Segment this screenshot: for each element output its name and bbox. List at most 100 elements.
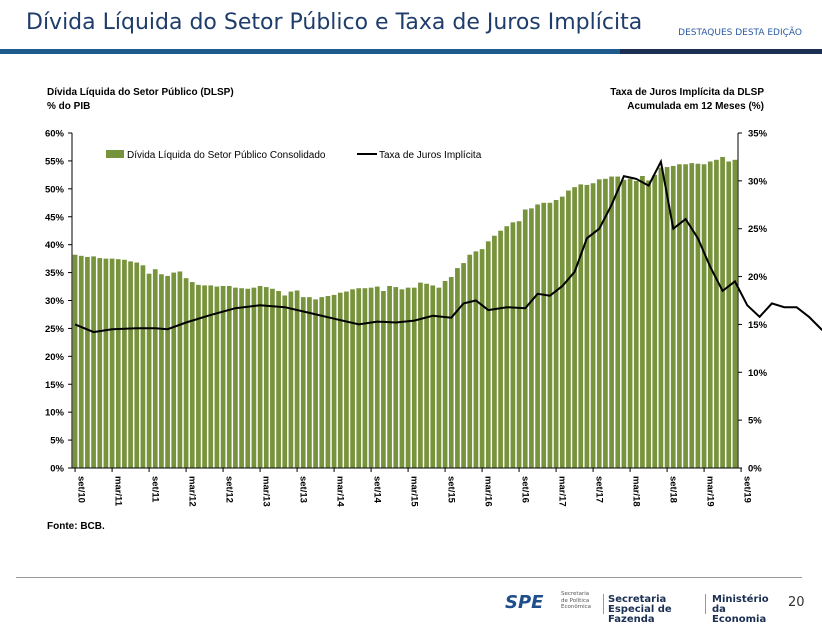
debt-bar: [547, 202, 553, 468]
footer-divider: [705, 594, 706, 614]
source-note: Fonte: BCB.: [47, 521, 105, 532]
header-rule-accent: [620, 49, 822, 54]
debt-bar: [208, 285, 214, 468]
y-right-tick-label: 5%: [748, 416, 762, 427]
debt-bar: [202, 285, 207, 468]
page-title: Dívida Líquida do Setor Público e Taxa d…: [26, 10, 643, 35]
debt-bar: [677, 164, 682, 468]
y-right-tick-label: 0%: [748, 464, 762, 475]
right-axis-title-line2: Acumulada em 12 Meses (%): [627, 101, 764, 112]
debt-bar: [381, 291, 386, 468]
debt-bar: [128, 261, 133, 468]
x-tick-label: set/10: [76, 476, 87, 503]
debt-bar: [146, 273, 152, 468]
debt-bar: [529, 208, 534, 468]
debt-bar: [134, 262, 140, 468]
x-tick-label: set/14: [372, 476, 383, 504]
debt-bar: [621, 179, 627, 468]
debt-bar: [732, 159, 738, 469]
legend-bar-swatch: [106, 150, 124, 158]
debt-bar: [405, 287, 411, 468]
debt-bar: [72, 254, 78, 468]
ministerio-label: Ministério da Economia: [712, 594, 769, 625]
page-number: 20: [788, 595, 805, 610]
debt-bar: [122, 259, 127, 468]
debt-bar: [430, 285, 436, 468]
x-tick-label: mar/19: [705, 476, 716, 507]
debt-bar: [596, 179, 602, 468]
debt-bar: [214, 286, 220, 468]
debt-bar: [78, 255, 84, 468]
y-right-tick-label: 30%: [748, 176, 768, 187]
debt-bar: [726, 161, 732, 468]
debt-bar: [689, 163, 695, 468]
footer-divider: [603, 594, 604, 614]
y-left-tick-label: 20%: [45, 352, 65, 363]
interest-rate-line: [74, 158, 822, 334]
debt-bar: [282, 295, 288, 468]
y-left-tick-label: 40%: [45, 240, 65, 251]
debt-bar: [307, 297, 312, 468]
debt-bar: [115, 259, 121, 468]
header-rule: [0, 49, 822, 54]
debt-bar: [498, 230, 503, 468]
debt-bar: [535, 204, 540, 468]
left-axis-title-line1: Dívida Líquida do Setor Público (DLSP): [47, 87, 234, 98]
debt-bar: [313, 299, 318, 468]
debt-bar: [325, 296, 331, 468]
debt-bar: [720, 157, 725, 468]
x-tick-label: mar/17: [557, 476, 568, 507]
debt-bar: [485, 241, 491, 468]
debt-bar: [152, 269, 158, 468]
legend-line-label: Taxa de Juros Implícita: [379, 150, 482, 161]
debt-bar: [263, 287, 269, 468]
debt-bar: [97, 258, 103, 468]
debt-bar: [294, 290, 300, 468]
debt-bar: [85, 256, 90, 468]
debt-bar: [226, 285, 232, 468]
debt-bar: [276, 291, 281, 468]
x-tick-label: mar/18: [631, 476, 642, 507]
debt-bar: [442, 280, 448, 468]
debt-bar: [220, 285, 226, 468]
debt-bar: [177, 271, 183, 468]
debt-bar: [609, 176, 614, 469]
debt-bar: [251, 287, 257, 468]
right-axis-title-line1: Taxa de Juros Implícita da DLSP: [610, 87, 764, 98]
debt-bar: [350, 289, 355, 468]
debt-bar: [109, 258, 115, 468]
debt-bar: [337, 292, 343, 468]
spe-logo: SPE: [505, 592, 544, 613]
debt-bar: [165, 275, 170, 468]
edition-link[interactable]: DESTAQUES DESTA EDIÇÃO: [678, 28, 802, 38]
y-left-tick-label: 55%: [45, 156, 65, 167]
debt-bar: [615, 176, 621, 469]
debt-bar: [233, 287, 238, 468]
debt-bar: [572, 187, 577, 469]
debt-bar: [670, 165, 676, 469]
y-right-tick-label: 10%: [748, 368, 768, 379]
x-tick-label: mar/11: [113, 476, 124, 507]
debt-bar: [455, 268, 460, 468]
debt-bar: [658, 167, 664, 468]
debt-bar: [683, 164, 688, 468]
debt-bar: [707, 161, 713, 468]
debt-bar: [171, 272, 177, 468]
footer-rule: [16, 577, 802, 578]
y-left-tick-label: 5%: [50, 436, 64, 447]
debt-bar: [344, 291, 349, 468]
legend: Dívida Líquida do Setor Público Consolid…: [106, 150, 482, 161]
debt-bar: [159, 274, 164, 468]
debt-bar: [140, 265, 146, 468]
debt-bar: [504, 226, 510, 468]
debt-bar: [300, 297, 306, 468]
x-tick-label: mar/15: [409, 476, 420, 507]
debt-bar: [331, 294, 337, 468]
debt-bar: [448, 277, 454, 468]
x-tick-label: set/19: [742, 476, 753, 503]
y-left-tick-label: 15%: [45, 380, 65, 391]
debt-bar: [368, 287, 374, 468]
y-left-tick-label: 45%: [45, 212, 65, 223]
debt-bar: [424, 283, 429, 468]
